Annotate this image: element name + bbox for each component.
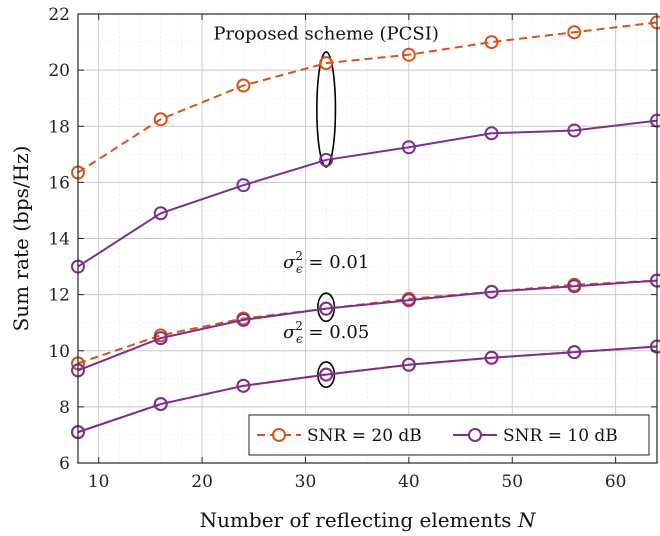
data-point: [236, 78, 251, 93]
legend-item-2: SNR = 10 dB: [453, 426, 618, 446]
x-tick-label: 50: [501, 472, 523, 492]
legend: SNR = 20 dB SNR = 10 dB: [248, 414, 650, 456]
series-1: [71, 15, 660, 180]
y-tick-label: 16: [48, 173, 70, 193]
legend-marker: [468, 428, 482, 442]
data-point: [484, 284, 499, 299]
x-axis-label: Number of reflecting elements N: [200, 508, 537, 532]
y-tick-label: 6: [59, 454, 70, 474]
data-point: [567, 123, 582, 138]
legend-marker: [272, 428, 286, 442]
y-tick-label: 10: [48, 342, 70, 362]
y-tick-label: 18: [48, 117, 70, 137]
legend-box: [248, 414, 650, 456]
data-point: [319, 56, 334, 71]
data-point: [236, 178, 251, 193]
x-axis-label-variable: N: [517, 508, 537, 532]
data-point: [319, 301, 334, 316]
y-tick-label: 14: [48, 230, 70, 250]
x-axis-label-text: Number of reflecting elements: [200, 508, 512, 532]
x-tick-label: 10: [88, 472, 110, 492]
data-point: [484, 350, 499, 365]
x-tick-label: 60: [605, 472, 627, 492]
data-point: [153, 397, 168, 412]
data-point: [153, 112, 168, 127]
data-point: [401, 140, 416, 155]
data-point: [567, 279, 582, 294]
data-point: [401, 47, 416, 62]
data-point: [484, 126, 499, 141]
annotation-labels: Proposed scheme (PCSI) σ2 ϵ = 0.01 σ2 ϵ = 0.…: [213, 23, 438, 346]
x-tick-label: 30: [295, 472, 317, 492]
x-tick-label: 40: [398, 472, 420, 492]
data-point: [319, 152, 334, 167]
legend-item-1: SNR = 20 dB: [257, 426, 422, 446]
series-line: [77, 119, 658, 268]
series-line: [77, 279, 658, 372]
legend-label: SNR = 20 dB: [307, 426, 422, 446]
y-tick-label: 22: [48, 5, 70, 25]
data-point: [567, 345, 582, 360]
data-point: [319, 367, 334, 382]
y-tick-label: 12: [48, 286, 70, 306]
series-line: [77, 345, 658, 434]
annotation-label-2: σ2 ϵ = 0.01: [283, 249, 369, 276]
data-point: [567, 25, 582, 40]
y-tick-label: 20: [48, 61, 70, 81]
series-line: [77, 21, 658, 174]
data-point: [153, 206, 168, 221]
data-series: [71, 15, 660, 440]
axis-ticks: 6 8 10 12 14 16 18 20 22 10 20 30 40 50 60: [48, 5, 657, 492]
data-point: [236, 378, 251, 393]
series-2: [71, 113, 660, 274]
data-point: [484, 35, 499, 50]
annotation-ellipse: [316, 51, 337, 168]
data-point: [153, 331, 168, 346]
y-axis-label: Sum rate (bps/Hz): [9, 146, 33, 332]
grid: [78, 14, 657, 463]
data-point: [236, 312, 251, 327]
y-tick-label: 8: [59, 398, 70, 418]
data-point: [401, 293, 416, 308]
legend-label: SNR = 10 dB: [503, 426, 618, 446]
annotation-label-1: Proposed scheme (PCSI): [213, 23, 438, 44]
x-tick-label: 20: [191, 472, 213, 492]
annotation-label-3: σ2 ϵ = 0.05: [283, 319, 369, 346]
data-point: [401, 357, 416, 372]
